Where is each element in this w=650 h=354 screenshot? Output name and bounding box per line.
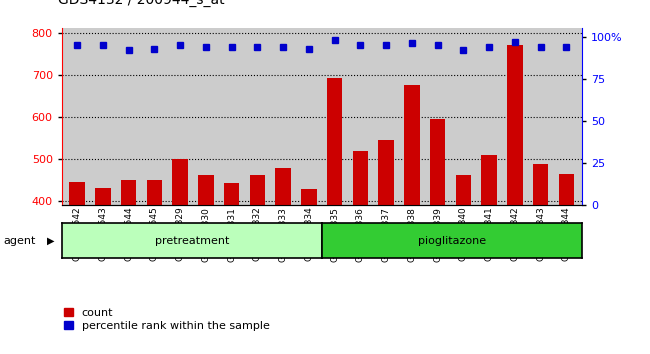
Bar <box>507 45 523 354</box>
Text: pioglitazone: pioglitazone <box>418 236 486 246</box>
Text: agent: agent <box>3 236 36 246</box>
Bar <box>121 180 136 354</box>
Text: ▶: ▶ <box>47 236 55 246</box>
Bar <box>482 155 497 354</box>
Legend: count, percentile rank within the sample: count, percentile rank within the sample <box>64 308 270 331</box>
Bar <box>533 164 549 354</box>
Bar <box>95 188 110 354</box>
Bar <box>172 159 188 354</box>
Text: GDS4132 / 200944_s_at: GDS4132 / 200944_s_at <box>58 0 225 7</box>
Bar <box>456 175 471 354</box>
Bar <box>70 182 85 354</box>
Bar <box>224 183 239 354</box>
Bar <box>250 175 265 354</box>
Bar <box>558 174 574 354</box>
Bar <box>147 180 162 354</box>
Bar <box>198 175 214 354</box>
Bar <box>327 78 343 354</box>
Bar <box>276 168 291 354</box>
Text: pretreatment: pretreatment <box>155 236 229 246</box>
Bar <box>404 85 419 354</box>
Bar <box>378 140 394 354</box>
Bar <box>353 150 368 354</box>
Bar <box>430 119 445 354</box>
Bar <box>301 189 317 354</box>
